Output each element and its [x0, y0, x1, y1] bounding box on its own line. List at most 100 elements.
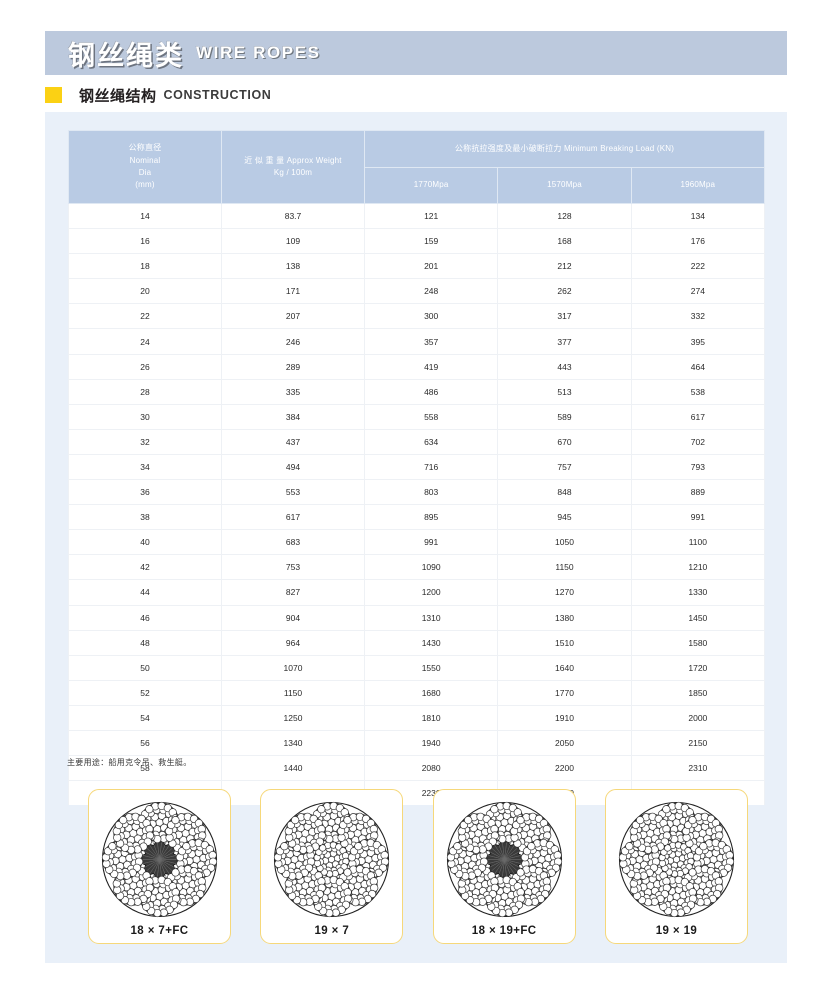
table-row: 42 753 1090 1150 1210 [68, 554, 766, 581]
table-row: 24 246 357 377 395 [68, 328, 766, 355]
cell-mbl-1770: 300 [363, 303, 499, 330]
col-header-approx-weight: 近 似 重 量 Approx Weight Kg / 100m [221, 130, 365, 204]
table-header-row-2: 1770Mpa 1570Mpa 1960Mpa [69, 167, 766, 204]
cell-mbl-1770: 895 [363, 504, 499, 531]
cell-approx-weight: 384 [221, 404, 365, 430]
cell-nominal-dia: 28 [68, 379, 222, 405]
cell-mbl-1960: 2150 [630, 730, 766, 757]
cell-mbl-1960: 395 [630, 328, 766, 355]
cell-mbl-1570: 848 [497, 479, 632, 506]
cell-mbl-1770: 991 [363, 529, 499, 556]
cell-mbl-1570: 1270 [497, 579, 632, 606]
construction-diagram-card[interactable]: 19 × 19 [604, 789, 748, 944]
col-header-minimum-breaking-load: 公称抗拉强度及最小破断拉力 Minimum Breaking Load (KN) [364, 130, 765, 168]
cell-approx-weight: 683 [221, 529, 365, 556]
cell-mbl-1570: 128 [497, 203, 632, 230]
cell-mbl-1960: 889 [630, 479, 766, 506]
cell-nominal-dia: 20 [68, 278, 222, 305]
cell-approx-weight: 904 [221, 605, 365, 631]
cell-mbl-1570: 443 [497, 354, 632, 380]
cell-mbl-1770: 1550 [363, 655, 499, 681]
table-row: 30 384 558 589 617 [68, 404, 766, 430]
cell-nominal-dia: 18 [68, 253, 222, 280]
cell-approx-weight: 1440 [221, 755, 365, 782]
table-row: 22 207 300 317 332 [68, 303, 766, 330]
cell-mbl-1770: 121 [363, 203, 499, 230]
cell-nominal-dia: 52 [68, 680, 222, 706]
table-row: 58 1440 2080 2200 2310 [68, 755, 766, 782]
cell-mbl-1570: 2200 [497, 755, 632, 782]
nominal-dia-line-2: Nominal [129, 155, 161, 165]
cell-mbl-1770: 201 [363, 253, 499, 280]
cell-mbl-1570: 757 [497, 454, 632, 481]
cell-mbl-1570: 1910 [497, 705, 632, 731]
cell-approx-weight: 171 [221, 278, 365, 305]
table-row: 52 1150 1680 1770 1850 [68, 680, 766, 706]
cell-mbl-1570: 1640 [497, 655, 632, 681]
page-title-band: 钢丝绳类 WIRE ROPES [45, 31, 787, 75]
cell-nominal-dia: 22 [68, 303, 222, 330]
table-footnote: 主要用途：船用克令吊、救生艇。 [67, 758, 192, 767]
section-title-cn: 钢丝绳结构 [79, 86, 157, 105]
cell-mbl-1960: 793 [630, 454, 766, 481]
section-heading: 钢丝绳结构 CONSTRUCTION [45, 84, 271, 106]
cell-mbl-1570: 168 [497, 228, 632, 255]
section-title-en: CONSTRUCTION [163, 88, 272, 102]
col-header-nominal-dia: 公称直径 Nominal Dia (mm) [68, 130, 222, 204]
cell-mbl-1770: 716 [363, 454, 499, 481]
col-header-1770mpa: 1770Mpa [363, 167, 499, 204]
cell-approx-weight: 437 [221, 429, 365, 455]
construction-diagram-label: 19 × 7 [314, 925, 350, 937]
cell-mbl-1960: 274 [630, 278, 766, 305]
cell-mbl-1770: 159 [363, 228, 499, 255]
cell-mbl-1570: 513 [497, 379, 632, 405]
cell-mbl-1770: 1090 [363, 554, 499, 581]
cell-mbl-1570: 589 [497, 404, 632, 430]
cell-nominal-dia: 44 [68, 579, 222, 606]
table-row: 14 83.7 121 128 134 [68, 203, 766, 230]
cell-mbl-1770: 419 [363, 354, 499, 380]
table-row: 38 617 895 945 991 [68, 504, 766, 531]
cell-nominal-dia: 30 [68, 404, 222, 430]
col-header-1570mpa: 1570Mpa [497, 167, 632, 204]
cell-mbl-1770: 1810 [363, 705, 499, 731]
cell-mbl-1960: 991 [630, 504, 766, 531]
cell-mbl-1770: 248 [363, 278, 499, 305]
cell-approx-weight: 109 [221, 228, 365, 255]
cell-mbl-1960: 538 [630, 379, 766, 405]
table-row: 48 964 1430 1510 1580 [68, 630, 766, 656]
cell-nominal-dia: 58 [68, 755, 222, 782]
cell-mbl-1570: 1050 [497, 529, 632, 556]
cell-approx-weight: 964 [221, 630, 365, 656]
rope-cross-section-icon [614, 797, 739, 922]
construction-diagram-card[interactable]: 18 × 7+FC [88, 789, 231, 944]
cell-approx-weight: 1250 [221, 705, 365, 731]
cell-mbl-1960: 617 [630, 404, 766, 430]
nominal-dia-line-3: Dia [138, 168, 152, 177]
page-title-en: WIRE ROPES [196, 43, 321, 62]
cell-mbl-1570: 212 [497, 253, 632, 280]
cell-mbl-1770: 1310 [363, 605, 499, 631]
cell-nominal-dia: 56 [68, 730, 222, 757]
cell-nominal-dia: 54 [68, 705, 222, 731]
table-row: 16 109 159 168 176 [68, 228, 766, 255]
cell-mbl-1960: 1580 [630, 630, 766, 656]
cell-nominal-dia: 48 [68, 630, 222, 656]
col-header-1960mpa: 1960Mpa [630, 167, 766, 204]
cell-mbl-1960: 1850 [630, 680, 766, 706]
construction-diagram-card[interactable]: 18 × 19+FC [432, 789, 576, 944]
table-row: 46 904 1310 1380 1450 [68, 605, 766, 631]
construction-diagram-label: 19 × 19 [655, 925, 698, 937]
cell-approx-weight: 138 [221, 253, 365, 280]
table-row: 20 171 248 262 274 [68, 278, 766, 305]
cell-mbl-1960: 222 [630, 253, 766, 280]
cell-nominal-dia: 14 [68, 203, 222, 230]
cell-approx-weight: 246 [221, 328, 365, 355]
cell-approx-weight: 753 [221, 554, 365, 581]
table-row: 28 335 486 513 538 [68, 379, 766, 405]
construction-diagram-card[interactable]: 19 × 7 [260, 789, 404, 944]
wire-rope-spec-table: 公称直径 Nominal Dia (mm) 近 似 重 量 Approx Wei… [68, 130, 766, 806]
cell-nominal-dia: 50 [68, 655, 222, 681]
cell-mbl-1960: 2310 [630, 755, 766, 782]
nominal-dia-line-4: (mm) [135, 180, 155, 190]
